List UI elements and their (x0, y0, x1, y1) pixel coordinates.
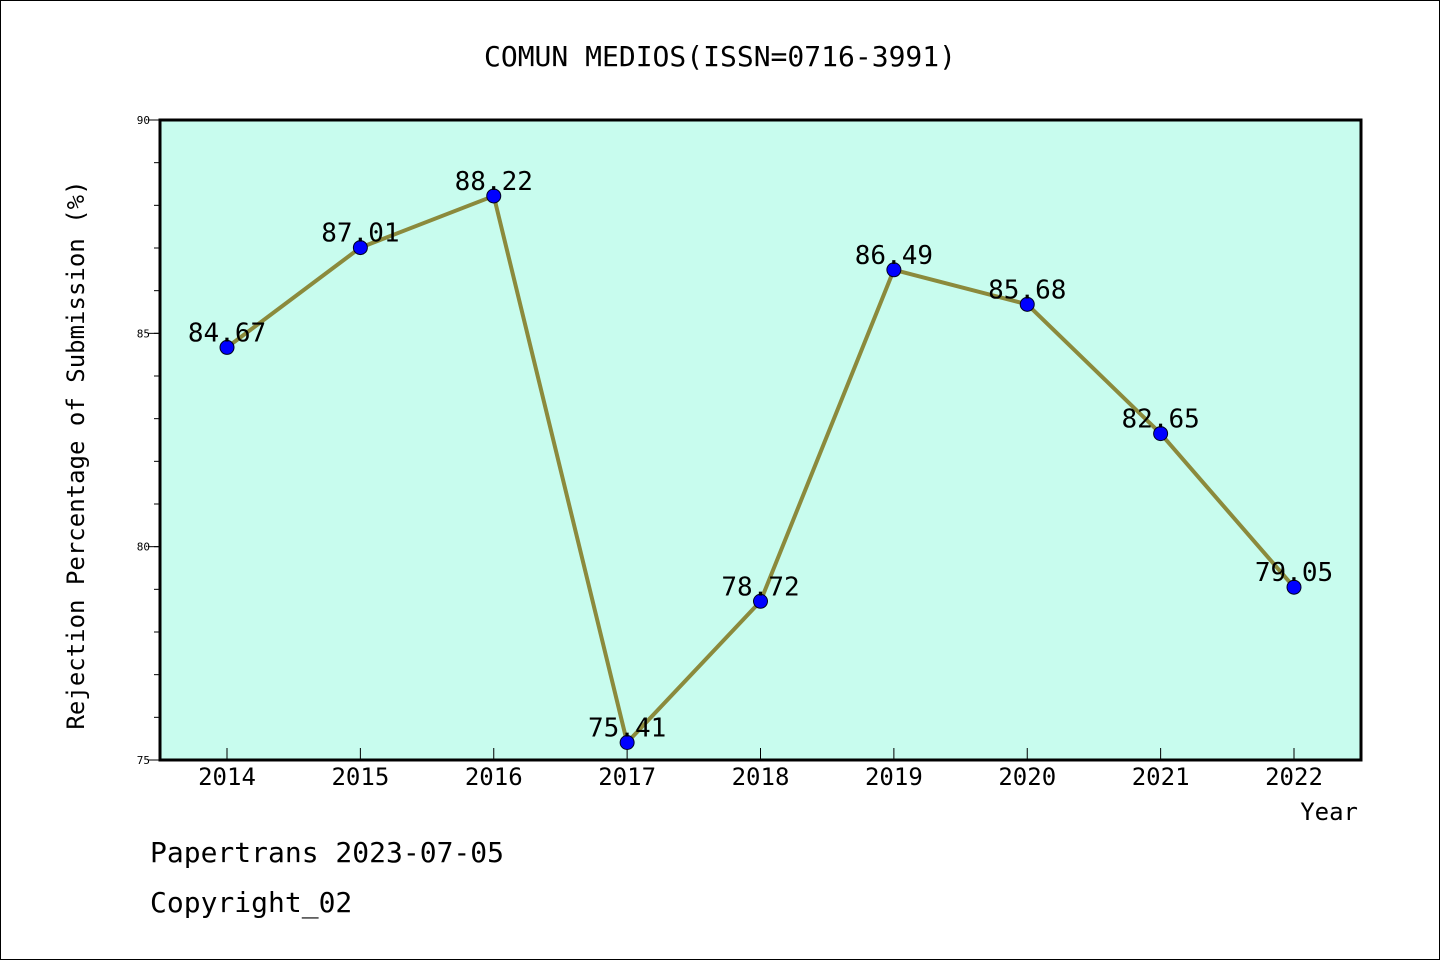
y-axis-label: Rejection Percentage of Submission (%) (62, 180, 90, 729)
data-label: 79.05 (1255, 558, 1333, 588)
data-label: 85.68 (988, 275, 1066, 305)
y-tick-label: 75 (137, 754, 150, 767)
plot-border (158, 118, 1363, 762)
chart-title: COMUN MEDIOS(ISSN=0716-3991) (484, 40, 956, 73)
y-tick-label: 85 (137, 327, 150, 340)
y-tick-label: 90 (137, 114, 150, 127)
data-markers (219, 188, 1302, 751)
x-tick-label: 2019 (865, 763, 923, 791)
plot-area (160, 120, 1361, 760)
data-point (1019, 296, 1035, 312)
x-tick-label: 2022 (1265, 763, 1323, 791)
data-label: 75.41 (588, 714, 666, 744)
data-label: 86.49 (855, 241, 933, 271)
x-axis-ticks: 2014 2015 2016 2017 2018 2019 2020 2021 2022 (198, 748, 1323, 791)
x-tick-label: 2016 (465, 763, 523, 791)
data-label: 87.01 (321, 219, 399, 249)
data-labels: 84.67 87.01 88.22 75.41 78.72 86.49 85.68 82.65… (188, 167, 1333, 744)
data-label: 84.67 (188, 318, 266, 348)
x-tick-label: 2021 (1132, 763, 1190, 791)
data-point (486, 188, 502, 204)
y-axis-ticks: 75 80 85 90 (137, 114, 160, 767)
x-tick-label: 2015 (331, 763, 389, 791)
data-point (619, 735, 635, 751)
data-point (886, 262, 902, 278)
footer-copyright: Copyright_02 (150, 886, 353, 919)
x-tick-label: 2017 (598, 763, 656, 791)
data-label: 88.22 (455, 167, 533, 197)
data-label: 78.72 (721, 572, 799, 602)
data-point (1153, 426, 1169, 442)
y-tick-label: 80 (137, 541, 150, 554)
x-tick-label: 2020 (998, 763, 1056, 791)
footer-source: Papertrans 2023-07-05 (150, 836, 505, 869)
data-point (1286, 579, 1302, 595)
x-tick-label: 2018 (732, 763, 790, 791)
data-point (753, 593, 768, 609)
data-point (219, 339, 235, 355)
data-point (352, 240, 368, 256)
x-axis-label: Year (1300, 798, 1358, 826)
x-tick-label: 2014 (198, 763, 256, 791)
data-label: 82.65 (1121, 405, 1199, 435)
